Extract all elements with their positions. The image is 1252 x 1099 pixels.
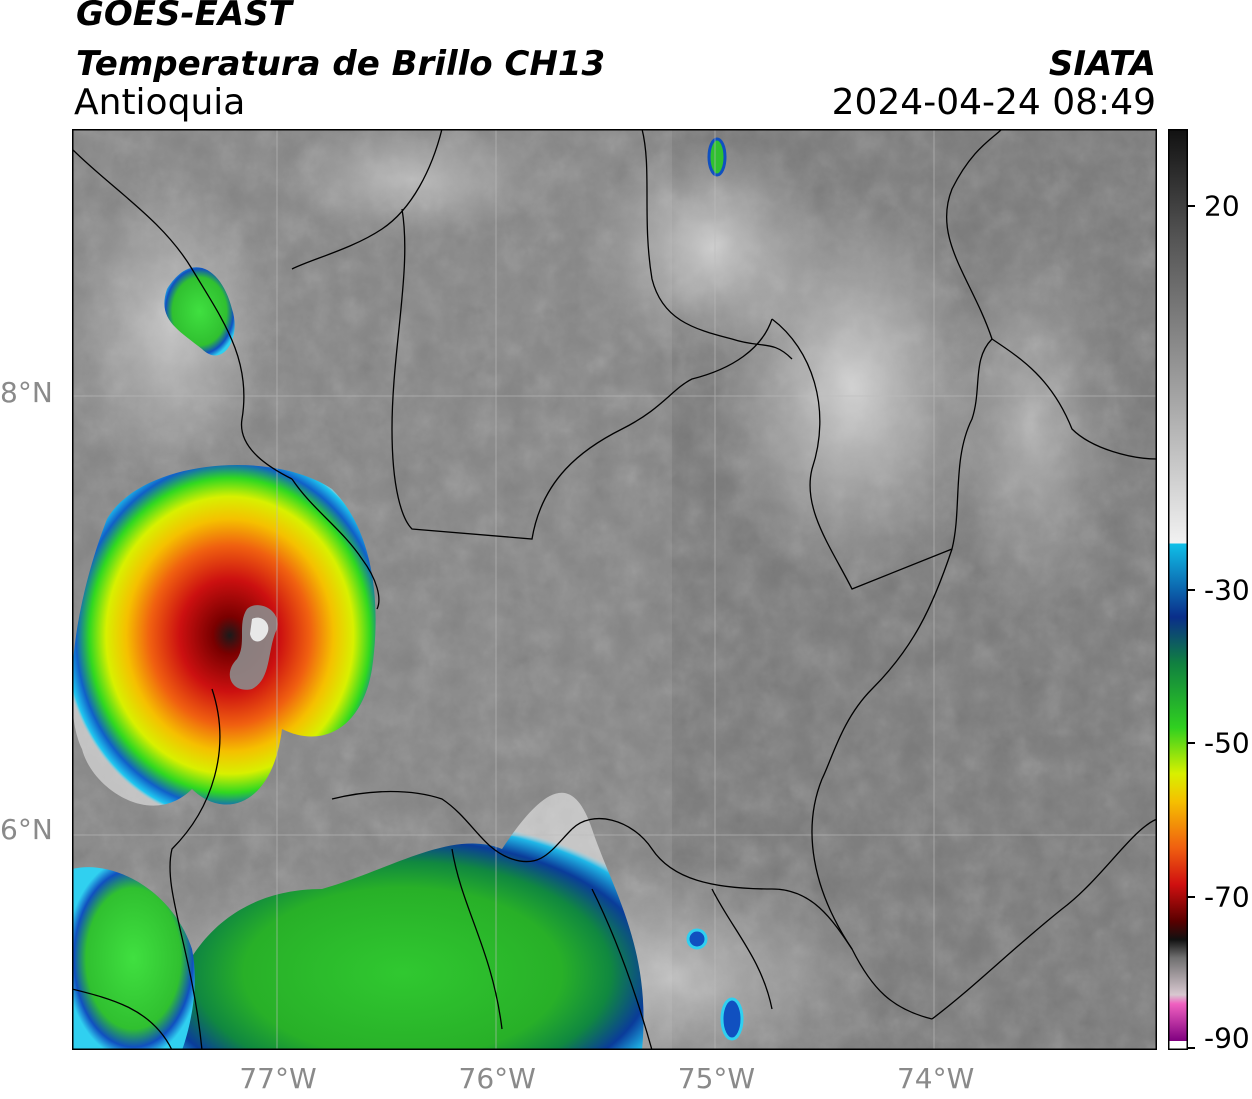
satellite-map[interactable]: [72, 129, 1157, 1050]
organization-label: SIATA: [1048, 44, 1156, 84]
lat-label-1: 6°N: [0, 813, 53, 847]
lat-label-0: 8°N: [0, 375, 53, 409]
boundary-lines: [72, 129, 1157, 1050]
convective-cell-northwest: [164, 267, 235, 356]
colorbar-tick-1: -30: [1204, 573, 1250, 606]
colorbar: [1168, 129, 1188, 1050]
colorbar-tick-0: 20: [1204, 189, 1240, 223]
region-label: Antioquia: [74, 82, 246, 123]
lon-label-3: 74°W: [896, 1062, 975, 1095]
map-title: GOES-EAST: [76, 0, 292, 34]
colorbar-tick-mark-4: [1188, 1047, 1195, 1049]
colorbar-tick-3: -70: [1204, 880, 1250, 913]
colorbar-tick-mark-0: [1188, 204, 1195, 207]
lon-label-0: 77°W: [239, 1062, 317, 1095]
convective-band-south: [162, 792, 644, 1050]
colorbar-tick-2: -50: [1204, 726, 1250, 760]
lon-label-1: 76°W: [458, 1062, 536, 1095]
colorbar-tick-mark-2: [1188, 742, 1195, 744]
colorbar-tick-4: -90: [1204, 1021, 1250, 1055]
map-subtitle: Temperatura de Brillo CH13: [76, 44, 606, 84]
convective-cell-main: [72, 465, 376, 806]
datetime-label: 2024-04-24 08:49: [831, 82, 1156, 123]
lon-label-2: 75°W: [677, 1062, 756, 1095]
colorbar-tick-mark-3: [1188, 895, 1195, 898]
colorbar-tick-mark-1: [1188, 588, 1195, 591]
